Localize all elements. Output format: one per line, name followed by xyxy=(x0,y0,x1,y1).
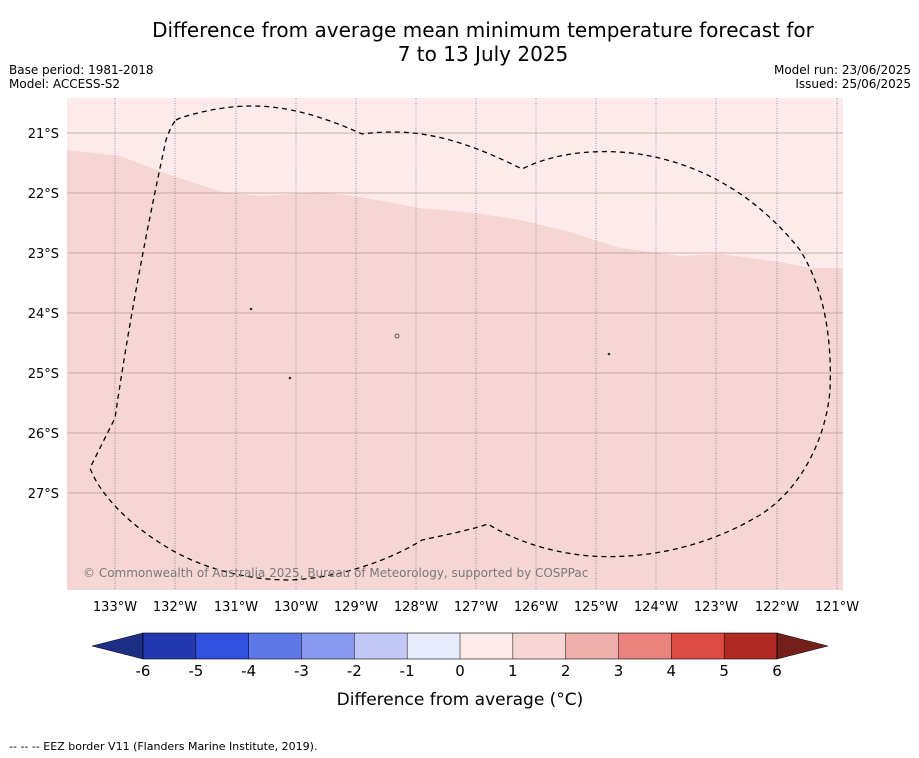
colorbar-arrow-low xyxy=(91,632,144,660)
lat-label: 27°S xyxy=(28,487,59,502)
lon-label: 125°W xyxy=(574,600,618,615)
lon-label: 122°W xyxy=(755,600,799,615)
colorbar-tick-label: -5 xyxy=(188,662,203,680)
colorbar-tick-label: 3 xyxy=(614,662,624,680)
colorbar-tick-label: -3 xyxy=(294,662,309,680)
map-plot-area: © Commonwealth of Australia 2025, Bureau… xyxy=(67,98,843,590)
latitude-labels: 21°S 22°S 23°S 24°S 25°S 26°S 27°S xyxy=(28,127,59,502)
colorbar-cell xyxy=(248,633,302,659)
colorbar-cell xyxy=(143,633,197,659)
colorbar-cell xyxy=(512,633,567,659)
colorbar-arrow-high xyxy=(776,632,829,660)
lat-label: 25°S xyxy=(28,367,59,382)
lon-label: 132°W xyxy=(153,600,197,615)
colorbar-tick-label: 2 xyxy=(561,662,571,680)
colorbar-cell xyxy=(565,633,619,659)
map-title: Difference from average mean minimum tem… xyxy=(0,18,919,66)
base-period: Base period: 1981-2018 xyxy=(9,63,154,77)
colorbar-ticks: -6 -5 -4 -3 -2 -1 0 1 2 3 4 5 6 xyxy=(136,662,782,680)
eez-legend-footer: -- -- -- EEZ border V11 (Flanders Marine… xyxy=(9,740,318,753)
title-line-2: 7 to 13 July 2025 xyxy=(397,42,569,66)
lon-label: 123°W xyxy=(694,600,738,615)
colorbar-tick-label: 0 xyxy=(455,662,465,680)
lon-label: 133°W xyxy=(93,600,137,615)
band-1-to-2 xyxy=(67,150,843,590)
issued-date: Issued: 25/06/2025 xyxy=(795,77,911,91)
colorbar-cell xyxy=(354,633,408,659)
colorbar-label: Difference from average (°C) xyxy=(337,690,584,710)
model-run: Model run: 23/06/2025 xyxy=(773,63,911,77)
colorbar-cell xyxy=(460,633,514,659)
colorbar-tick-label: -4 xyxy=(241,662,256,680)
colorbar-tick-label: -2 xyxy=(347,662,362,680)
colorbar-tick-label: 5 xyxy=(719,662,729,680)
colorbar-tick-label: 4 xyxy=(667,662,677,680)
colorbar-cell xyxy=(724,633,778,659)
colorbar-cell xyxy=(195,633,250,659)
colorbar-tick-label: 1 xyxy=(508,662,518,680)
colorbar xyxy=(91,632,829,660)
lat-label: 24°S xyxy=(28,307,59,322)
lat-label: 22°S xyxy=(28,187,59,202)
meta-right: Model run: 23/06/2025 Issued: 25/06/2025 xyxy=(774,63,911,91)
lon-label: 121°W xyxy=(815,600,859,615)
colorbar-tick-label: 6 xyxy=(772,662,782,680)
colorbar-cell xyxy=(671,633,725,659)
colorbar-tick-label: -1 xyxy=(400,662,415,680)
lon-label: 124°W xyxy=(634,600,678,615)
lon-label: 128°W xyxy=(394,600,438,615)
islands xyxy=(249,307,611,380)
colorbar-cell xyxy=(301,633,355,659)
lat-label: 23°S xyxy=(28,247,59,262)
colorbar-cell xyxy=(407,633,461,659)
meta-left: Base period: 1981-2018 Model: ACCESS-S2 xyxy=(9,63,154,91)
colorbar-cell xyxy=(618,633,672,659)
colorbar-tick-label: -6 xyxy=(136,662,151,680)
lon-label: 126°W xyxy=(514,600,558,615)
lon-label: 130°W xyxy=(274,600,318,615)
lat-label: 21°S xyxy=(28,127,59,142)
lon-label: 129°W xyxy=(334,600,378,615)
longitude-labels: 133°W 132°W 131°W 130°W 129°W 128°W 127°… xyxy=(93,600,859,615)
lon-label: 131°W xyxy=(214,600,258,615)
lat-label: 26°S xyxy=(28,427,59,442)
gridlines xyxy=(114,98,838,590)
lon-label: 127°W xyxy=(454,600,498,615)
title-line-1: Difference from average mean minimum tem… xyxy=(152,18,814,42)
model-name: Model: ACCESS-S2 xyxy=(9,77,121,91)
copyright-notice: © Commonwealth of Australia 2025, Bureau… xyxy=(83,566,588,580)
eez-border xyxy=(89,105,831,581)
